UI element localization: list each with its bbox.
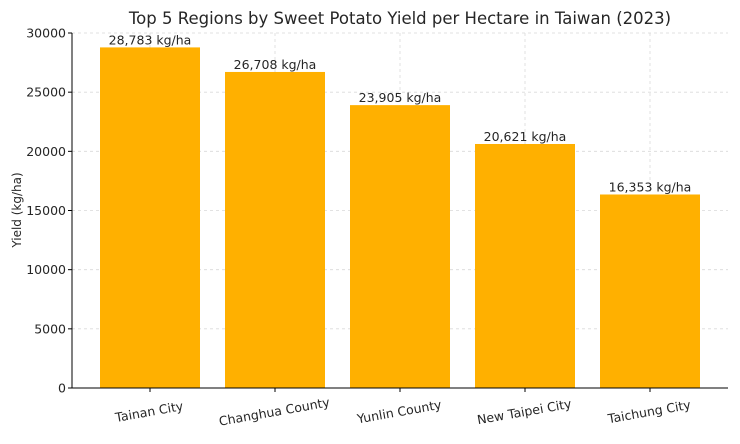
data-labels: 28,783 kg/ha 26,708 kg/ha 23,905 kg/ha 20,6… xyxy=(109,32,692,194)
y-tick-label: 0 xyxy=(58,381,66,396)
x-axis-ticks: Tainan City Changhua County Yunlin County N… xyxy=(113,388,692,429)
bar xyxy=(600,194,700,388)
bar-data-label: 16,353 kg/ha xyxy=(609,179,692,194)
bar-data-label: 20,621 kg/ha xyxy=(484,129,567,144)
bar xyxy=(350,105,450,388)
y-tick-label: 20000 xyxy=(26,144,66,159)
bar-data-label: 23,905 kg/ha xyxy=(359,90,442,105)
y-axis-ticks: 0 5000 10000 15000 20000 25000 30000 xyxy=(26,26,72,396)
bar xyxy=(475,143,575,388)
chart-title: Top 5 Regions by Sweet Potato Yield per … xyxy=(128,9,671,28)
bar-data-label: 26,708 kg/ha xyxy=(234,57,317,72)
x-tick-label: Yunlin County xyxy=(355,397,443,427)
y-tick-label: 25000 xyxy=(26,85,66,100)
x-tick-label: New Taipei City xyxy=(476,396,573,427)
y-tick-label: 15000 xyxy=(26,203,66,218)
bar xyxy=(100,47,200,389)
x-tick-label: Taichung City xyxy=(606,397,693,427)
x-tick-label: Changhua County xyxy=(218,394,332,428)
y-axis-label: Yield (kg/ha) xyxy=(10,172,24,248)
bar-data-label: 28,783 kg/ha xyxy=(109,32,192,47)
bars xyxy=(100,47,700,389)
y-tick-label: 30000 xyxy=(26,26,66,41)
y-tick-label: 10000 xyxy=(26,262,66,277)
bar xyxy=(225,71,325,389)
x-tick-label: Tainan City xyxy=(113,398,185,425)
y-tick-label: 5000 xyxy=(34,321,66,336)
